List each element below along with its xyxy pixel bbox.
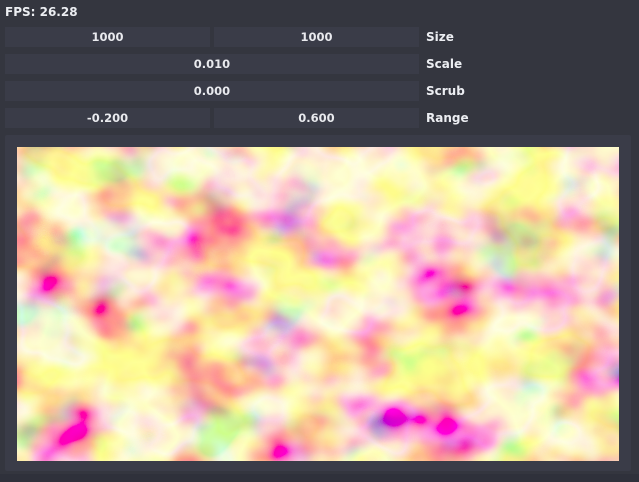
- noise-field: [17, 147, 619, 461]
- range-label: Range: [426, 111, 469, 125]
- size-label: Size: [426, 30, 454, 44]
- range-min-field[interactable]: -0.200: [5, 108, 210, 128]
- size-row: 1000 1000 Size: [5, 27, 633, 47]
- scale-slider[interactable]: 0.010: [5, 54, 419, 74]
- scale-label: Scale: [426, 57, 463, 71]
- range-max-field[interactable]: 0.600: [214, 108, 419, 128]
- fps-counter: FPS: 26.28: [5, 5, 78, 19]
- size-width-field[interactable]: 1000: [5, 27, 210, 47]
- bottom-strip: [0, 474, 639, 482]
- noise-image: [17, 147, 619, 461]
- noise-svg: [17, 147, 619, 461]
- range-row: -0.200 0.600 Range: [5, 108, 633, 128]
- scrub-label: Scrub: [426, 84, 465, 98]
- scrub-row: 0.000 Scrub: [5, 81, 633, 101]
- scale-row: 0.010 Scale: [5, 54, 633, 74]
- scrub-slider[interactable]: 0.000: [5, 81, 419, 101]
- size-height-field[interactable]: 1000: [214, 27, 419, 47]
